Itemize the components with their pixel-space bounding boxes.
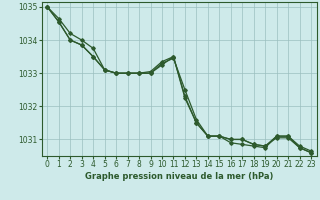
X-axis label: Graphe pression niveau de la mer (hPa): Graphe pression niveau de la mer (hPa) [85,172,273,181]
